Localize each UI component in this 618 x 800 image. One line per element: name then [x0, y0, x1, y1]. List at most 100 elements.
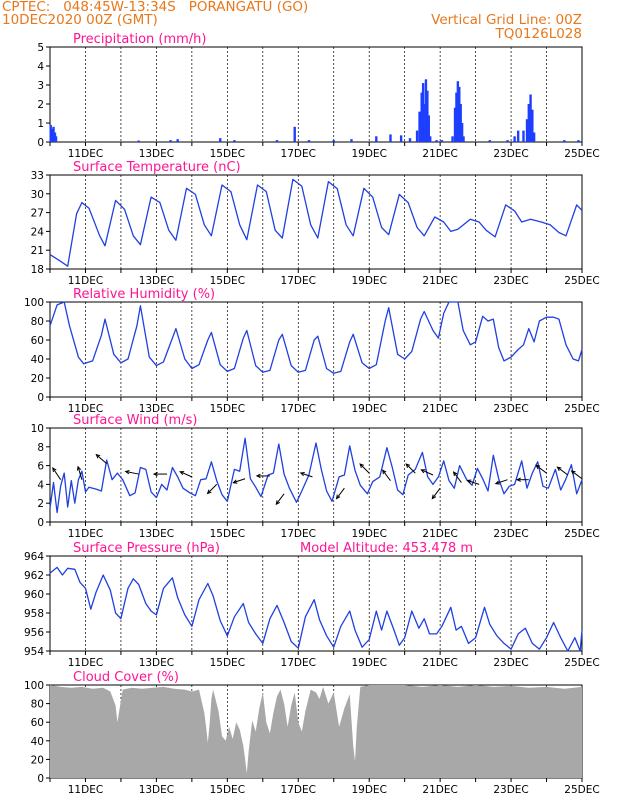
wind-arrow-head — [95, 453, 101, 459]
wind-arrow — [207, 484, 218, 494]
precip-bar — [219, 138, 222, 142]
wind-arrow-head — [405, 463, 411, 468]
y-tick-label: 80 — [31, 699, 44, 711]
x-tick-label: 19DEC — [351, 784, 386, 796]
x-tick-label: 21DEC — [422, 784, 457, 796]
y-tick-label: 10 — [31, 423, 44, 435]
y-tick-label: 100 — [24, 680, 44, 692]
wind-arrow — [233, 478, 246, 484]
x-tick-label: 11DEC — [68, 148, 103, 160]
panel-frame — [49, 174, 583, 270]
x-tick-label: 19DEC — [351, 657, 386, 669]
wind-arrow-head — [359, 463, 365, 468]
y-tick-label: 6 — [37, 461, 44, 473]
x-tick-label: 25DEC — [564, 275, 599, 287]
wind-arrow-head — [535, 464, 541, 470]
x-tick-label: 19DEC — [351, 403, 386, 415]
y-tick-label: 40 — [31, 354, 44, 366]
precip-bar — [415, 130, 419, 142]
wind-arrow-head — [452, 471, 458, 477]
wind-arrow-head — [335, 494, 341, 500]
precip-bar — [531, 109, 534, 142]
x-tick-label: 25DEC — [564, 148, 599, 160]
precip-bar — [456, 81, 460, 142]
x-tick-label: 11DEC — [68, 275, 103, 287]
wind-arrow — [77, 466, 83, 480]
wind-arrow — [495, 479, 508, 485]
precip-bar — [525, 119, 529, 142]
precip-bar — [169, 140, 172, 142]
wind-arrow-head — [431, 494, 437, 500]
wind-arrow — [571, 470, 583, 480]
x-tick-label: 17DEC — [281, 148, 316, 160]
x-tick-label: 15DEC — [210, 528, 245, 540]
x-tick-label: 11DEC — [68, 403, 103, 415]
x-tick-label: 11DEC — [68, 784, 103, 796]
series-line — [49, 178, 583, 267]
y-tick-label: 100 — [24, 297, 44, 309]
wind-arrow-head — [52, 467, 57, 473]
wind-arrow — [382, 469, 391, 481]
x-tick-label: 21DEC — [422, 657, 457, 669]
precip-bar — [233, 140, 236, 142]
wind-arrow-head — [179, 471, 185, 476]
cloud-cover-area — [50, 685, 582, 778]
x-tick-label: 15DEC — [210, 403, 245, 415]
x-tick-label: 25DEC — [564, 528, 599, 540]
precip-bar — [389, 134, 392, 142]
panel-frame — [49, 46, 583, 143]
x-tick-label: 13DEC — [139, 148, 174, 160]
y-tick-label: 5 — [37, 42, 44, 54]
x-tick-label: 13DEC — [139, 403, 174, 415]
wind-arrow — [421, 469, 434, 476]
precip-bar — [332, 140, 335, 142]
precip-bar — [527, 104, 530, 142]
precip-bar — [424, 79, 428, 142]
header-grid-note: Vertical Grid Line: 00Z — [431, 12, 582, 28]
precip-bar — [49, 124, 52, 142]
precip-bar — [529, 94, 532, 142]
header-model-id: TQ0126L028 — [495, 26, 582, 42]
wind-arrow — [96, 454, 108, 465]
y-tick-label: 21 — [31, 245, 44, 257]
y-tick-label: 3 — [37, 80, 44, 92]
y-tick-label: 30 — [31, 189, 44, 201]
precip-bar — [426, 90, 429, 142]
wind-arrow — [125, 470, 139, 475]
y-tick-label: 20 — [31, 754, 44, 766]
y-tick-label: 8 — [37, 442, 44, 454]
y-tick-label: 20 — [31, 373, 44, 385]
precip-bar — [275, 140, 279, 142]
x-tick-label: 17DEC — [281, 657, 316, 669]
panel-title: Cloud Cover (%) — [73, 670, 179, 685]
y-tick-label: 33 — [31, 170, 44, 182]
precip-bar — [54, 136, 58, 142]
precip-bar — [451, 136, 454, 142]
x-tick-label: 15DEC — [210, 275, 245, 287]
y-tick-label: 27 — [31, 208, 44, 220]
panel-frame — [49, 555, 583, 652]
x-tick-label: 15DEC — [210, 784, 245, 796]
wind-arrow — [557, 466, 569, 476]
y-tick-label: 0 — [37, 773, 44, 785]
panel-frame — [49, 301, 583, 398]
wind-arrow — [336, 487, 345, 499]
wind-arrow — [52, 467, 62, 480]
wind-arrow — [300, 472, 313, 478]
y-tick-label: 4 — [37, 61, 44, 73]
precip-bar — [440, 140, 444, 142]
x-tick-label: 17DEC — [281, 275, 316, 287]
precip-bar — [462, 136, 465, 142]
x-tick-label: 23DEC — [493, 275, 528, 287]
x-tick-label: 21DEC — [422, 528, 457, 540]
y-tick-label: 40 — [31, 736, 44, 748]
wind-arrow-head — [466, 479, 472, 484]
series-line — [49, 437, 583, 514]
precip-bar — [307, 140, 311, 142]
y-tick-label: 962 — [24, 570, 44, 582]
wind-arrow — [275, 493, 285, 505]
precip-bar — [293, 126, 296, 142]
header-station: CPTEC: 048:45W-13:34S PORANGATU (GO) — [2, 0, 309, 15]
x-tick-label: 17DEC — [281, 784, 316, 796]
precip-bar — [418, 111, 421, 142]
